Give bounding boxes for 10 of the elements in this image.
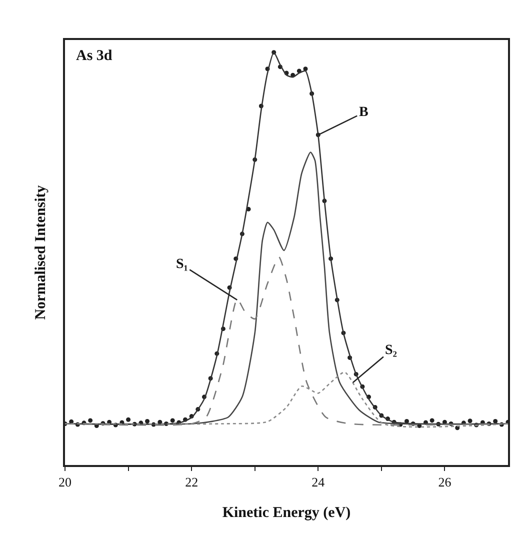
y-axis-title: Normalised Intensity [33,184,49,320]
annotation: S₁ [176,257,188,272]
annotation: B [359,105,368,120]
x-tick-label: 24 [312,474,326,490]
annotation: As 3d [76,48,113,64]
x-axis-title: Kinetic Energy (eV) [222,504,351,521]
x-tick-label: 26 [438,474,452,490]
annotation: S₂ [385,343,397,358]
x-tick-label: 22 [185,474,198,490]
x-tick-label: 20 [58,474,72,490]
